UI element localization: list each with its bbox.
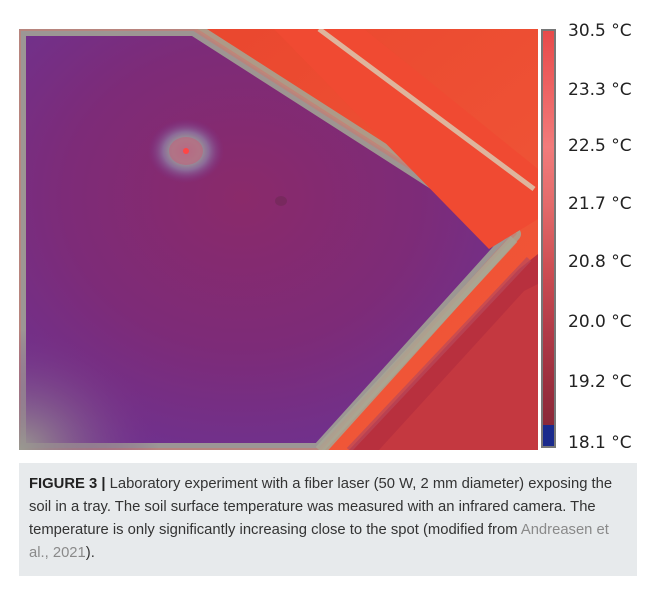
figure-caption: FIGURE 3 | Laboratory experiment with a … (19, 463, 637, 576)
figure-label: FIGURE 3 | (29, 476, 106, 492)
colorbar-tick: 20.0 °C (568, 312, 632, 332)
colorbar-tick: 21.7 °C (568, 194, 632, 214)
colorbar-tick: 30.5 °C (568, 21, 632, 41)
laser-spot (183, 148, 189, 154)
temperature-colorbar (541, 29, 556, 448)
thermal-image (19, 29, 538, 450)
citation-link[interactable]: Andreasen et al., 2021 (29, 522, 609, 561)
caption-tail: ). (85, 545, 95, 561)
colorbar-tick: 18.1 °C (568, 433, 632, 453)
colorbar-tick: 23.3 °C (568, 80, 632, 100)
colorbar-tick: 22.5 °C (568, 136, 632, 156)
colorbar-tick: 19.2 °C (568, 372, 632, 392)
caption-text: Laboratory experiment with a fiber laser… (29, 476, 613, 538)
colorbar-tick: 20.8 °C (568, 252, 632, 272)
